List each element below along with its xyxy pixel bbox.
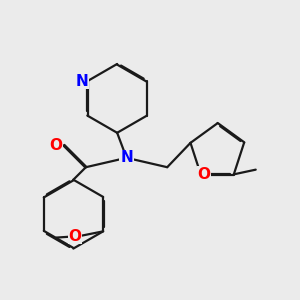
- Text: N: N: [120, 150, 133, 165]
- Text: O: O: [197, 167, 210, 182]
- Text: O: O: [68, 229, 82, 244]
- Text: N: N: [75, 74, 88, 89]
- Text: O: O: [50, 138, 63, 153]
